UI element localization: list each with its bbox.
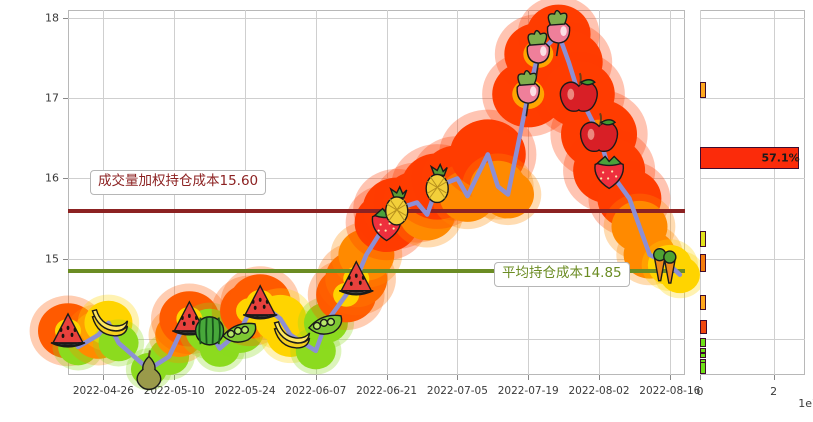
- radish-marker-icon: [526, 29, 551, 77]
- x-tick-mark: [245, 375, 246, 380]
- carrot-marker-icon: [663, 250, 677, 284]
- volume-bar-percent-label: 57.1%: [761, 151, 800, 165]
- apple-marker-icon: [559, 72, 598, 112]
- strawberry-marker-icon: [594, 155, 625, 190]
- volume-by-price-panel: 57.1% 0 2: [697, 10, 805, 398]
- gridline-horizontal: [68, 18, 685, 20]
- gridline-vertical: [315, 10, 317, 375]
- volume-bar[interactable]: [700, 295, 706, 311]
- watermelon-marker-icon: [338, 260, 374, 296]
- y-tick-label: 15: [45, 252, 59, 266]
- gridline-vertical: [669, 10, 671, 375]
- peapod-marker-icon: [307, 314, 343, 335]
- volume-bar[interactable]: [700, 319, 708, 334]
- x-tick-mark: [457, 375, 459, 380]
- radish-marker-icon: [546, 9, 571, 57]
- volume-bar[interactable]: [700, 348, 706, 354]
- y-tick-mark: [63, 18, 68, 20]
- x-tick-label: 2022-06-21: [356, 385, 418, 397]
- volume-axis-exponent: 1e7: [798, 397, 813, 410]
- x-tick-mark: [386, 375, 388, 380]
- pineapple-marker-icon: [425, 162, 449, 204]
- y-tick-mark: [63, 258, 68, 260]
- volume-bar[interactable]: [700, 353, 706, 359]
- x-tick-mark: [174, 375, 176, 380]
- melon-marker-icon: [194, 316, 225, 346]
- carrot-marker-icon: [653, 247, 667, 282]
- volume-bar[interactable]: [700, 361, 706, 374]
- x-tick-label: 2022-04-26: [72, 385, 134, 397]
- volume-x-tick-mark: [773, 375, 775, 380]
- volume-gridline-horizontal: [700, 98, 805, 100]
- y-tick-label: 17: [45, 91, 59, 105]
- gridline-horizontal: [68, 178, 685, 180]
- y-tick-mark: [63, 98, 68, 100]
- x-tick-mark: [103, 375, 105, 380]
- volume-gridline-horizontal: [700, 258, 805, 260]
- pear-marker-icon: [136, 350, 162, 391]
- y-tick-label: 18: [45, 11, 59, 25]
- x-tick-label: 2022-07-19: [497, 385, 559, 397]
- volume-gridline-horizontal: [700, 178, 805, 180]
- volume-bar[interactable]: [700, 230, 706, 247]
- y-tick-label: 16: [45, 171, 59, 185]
- volume-gridline-vertical: [773, 10, 775, 375]
- average-cost-label: 平均持仓成本14.85: [494, 262, 630, 287]
- volume-panel-frame: [700, 10, 805, 375]
- fruit-marker-layer: [50, 9, 677, 391]
- volume-gridline-vertical: [700, 10, 701, 375]
- cost-line-average-cost: [68, 268, 685, 273]
- x-tick-mark: [669, 375, 671, 380]
- volume-weighted-cost-label: 成交量加权持仓成本15.60: [90, 170, 267, 195]
- volume-gridline-horizontal: [700, 338, 805, 340]
- volume-x-tick-mark: [700, 375, 701, 380]
- banana-marker-icon: [91, 309, 129, 337]
- price-plot: 1817161514 2022-04-262022-05-102022-05-2…: [29, 0, 706, 397]
- x-tick-label: 2022-05-24: [214, 385, 276, 397]
- x-tick-label: 2022-06-07: [285, 385, 347, 397]
- peapod-marker-icon: [221, 322, 257, 343]
- radish-marker-icon: [516, 70, 540, 117]
- volume-x-tick-label: 2: [770, 385, 778, 398]
- volume-bar[interactable]: [700, 338, 706, 348]
- gridline-horizontal: [68, 338, 685, 340]
- x-tick-mark: [528, 375, 530, 380]
- x-tick-label: 2022-05-10: [143, 385, 205, 397]
- x-tick-mark: [599, 375, 601, 380]
- watermelon-marker-icon: [50, 312, 86, 348]
- pineapple-marker-icon: [385, 185, 409, 226]
- volume-bar[interactable]: [700, 82, 707, 99]
- watermelon-marker-icon: [242, 284, 278, 320]
- x-tick-label: 2022-07-05: [426, 385, 488, 397]
- x-tick-label: 2022-08-02: [568, 385, 630, 397]
- volume-bar[interactable]: [700, 147, 800, 170]
- volume-bar[interactable]: [700, 253, 706, 272]
- volume-gridline-horizontal: [700, 18, 805, 20]
- volume-x-tick-label: 0: [696, 385, 704, 398]
- x-tick-label: 2022-08-16: [639, 385, 701, 397]
- gridline-horizontal: [68, 98, 685, 100]
- y-tick-mark: [63, 178, 68, 180]
- banana-marker-icon: [273, 321, 311, 349]
- x-tick-mark: [315, 375, 317, 380]
- cost-line-volume-weighted-cost: [68, 208, 685, 213]
- apple-marker-icon: [579, 112, 619, 153]
